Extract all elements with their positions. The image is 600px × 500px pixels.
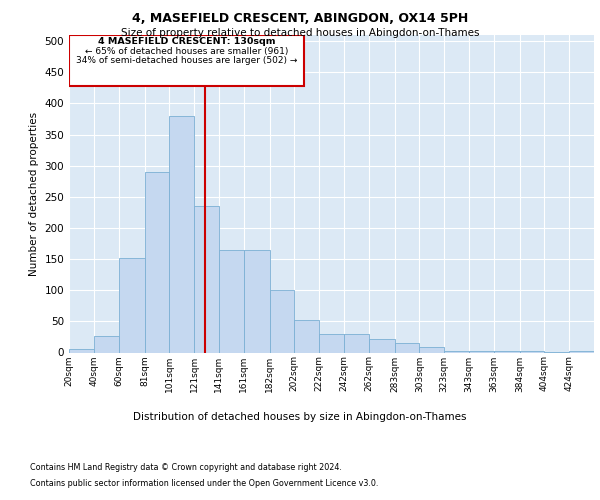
Bar	[145, 172, 169, 352]
Bar	[94, 336, 119, 352]
Bar	[169, 116, 194, 352]
Bar	[444, 350, 469, 352]
Text: Contains HM Land Registry data © Crown copyright and database right 2024.: Contains HM Land Registry data © Crown c…	[30, 462, 342, 471]
Bar	[194, 206, 219, 352]
Text: ← 65% of detached houses are smaller (961): ← 65% of detached houses are smaller (96…	[85, 47, 289, 56]
Bar	[244, 250, 269, 352]
Bar	[119, 258, 145, 352]
Text: Distribution of detached houses by size in Abingdon-on-Thames: Distribution of detached houses by size …	[133, 412, 467, 422]
Text: 34% of semi-detached houses are larger (502) →: 34% of semi-detached houses are larger (…	[76, 56, 298, 65]
Bar	[69, 35, 304, 86]
Bar	[419, 347, 444, 352]
Text: 4, MASEFIELD CRESCENT, ABINGDON, OX14 5PH: 4, MASEFIELD CRESCENT, ABINGDON, OX14 5P…	[132, 12, 468, 26]
Bar	[69, 350, 94, 352]
Bar	[319, 334, 344, 352]
Bar	[344, 334, 368, 352]
Text: Contains public sector information licensed under the Open Government Licence v3: Contains public sector information licen…	[30, 479, 379, 488]
Text: 4 MASEFIELD CRESCENT: 130sqm: 4 MASEFIELD CRESCENT: 130sqm	[98, 38, 275, 46]
Y-axis label: Number of detached properties: Number of detached properties	[29, 112, 39, 276]
Bar	[219, 250, 244, 352]
Bar	[368, 340, 395, 352]
Bar	[269, 290, 295, 352]
Text: Size of property relative to detached houses in Abingdon-on-Thames: Size of property relative to detached ho…	[121, 28, 479, 38]
Bar	[395, 343, 419, 352]
Bar	[295, 320, 319, 352]
